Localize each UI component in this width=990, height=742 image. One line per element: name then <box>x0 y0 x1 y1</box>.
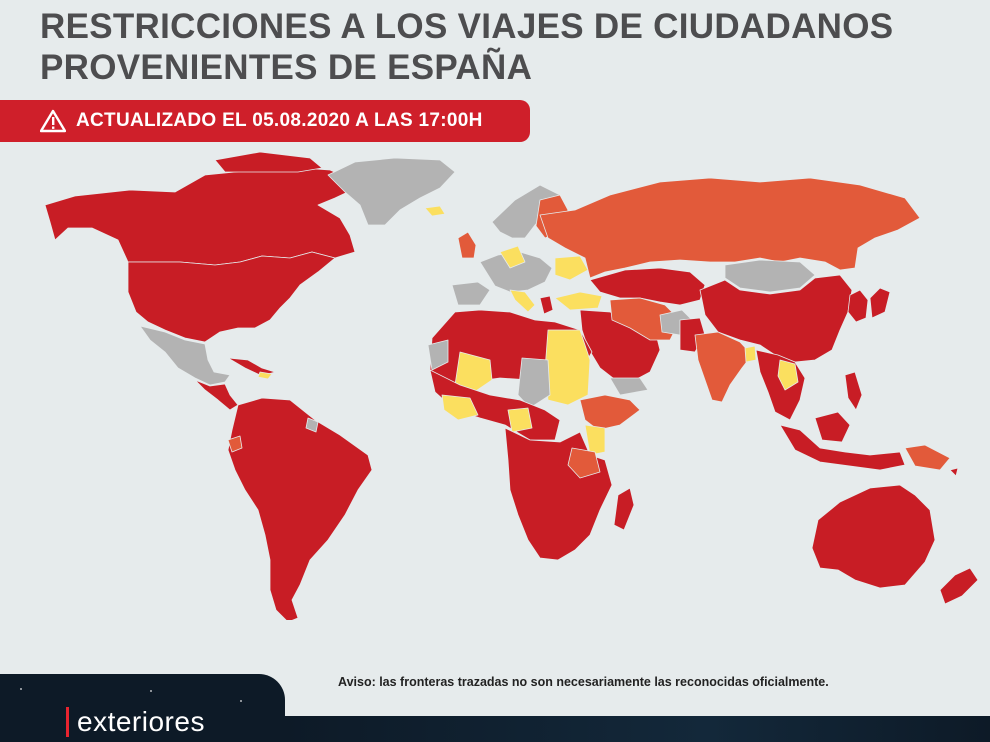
region-png <box>904 444 951 471</box>
region-japan <box>869 287 891 319</box>
region-china <box>699 274 853 363</box>
title-line-2: PROVENIENTES DE ESPAÑA <box>40 48 533 87</box>
region-horn-grey <box>609 377 649 396</box>
update-timestamp: ACTUALIZADO EL 05.08.2020 A LAS 17:00H <box>76 110 483 131</box>
decorative-star <box>20 688 22 690</box>
region-laos-thailand-yellow <box>777 359 799 391</box>
region-indonesia <box>779 424 906 471</box>
region-caribbean-yellow <box>257 371 273 380</box>
logo-text: exteriores <box>77 706 205 737</box>
title-line-1: RESTRICCIONES A LOS VIAJES DE CIUDADANOS <box>40 7 894 46</box>
region-italy-balkans-yellow <box>509 289 536 313</box>
region-australia <box>811 484 936 589</box>
region-south-america <box>227 397 373 620</box>
region-tanzania <box>567 447 601 479</box>
region-korea-japan <box>847 289 869 323</box>
region-mexico <box>139 325 231 386</box>
warning-icon <box>40 109 66 133</box>
page-title: RESTRICCIONES A LOS VIAJES DE CIUDADANOS… <box>40 6 980 88</box>
region-western-sahara <box>427 339 449 371</box>
region-uk-ireland <box>457 231 477 259</box>
region-greenland <box>327 157 456 226</box>
region-bangladesh-yellow <box>744 345 757 363</box>
region-kazakhstan-central-asia <box>589 267 706 306</box>
region-mongolia <box>724 259 816 293</box>
region-sahel-yellow <box>454 351 493 396</box>
region-germany-yellow <box>499 245 526 269</box>
region-central-africa-yellow <box>507 407 533 433</box>
region-russia <box>539 177 921 279</box>
region-eastern-europe-yellow <box>554 255 589 281</box>
region-canada-alaska <box>44 167 356 266</box>
region-central-america <box>194 379 239 411</box>
logo: exteriores <box>66 706 205 738</box>
region-india <box>694 331 753 403</box>
region-guianas <box>305 417 319 433</box>
region-east-africa-yellow <box>584 424 606 456</box>
decorative-star <box>240 700 242 702</box>
region-usa <box>127 251 336 343</box>
update-banner: ACTUALIZADO EL 05.08.2020 A LAS 17:00H <box>0 100 530 142</box>
region-chad-grey <box>517 357 551 409</box>
region-horn-of-africa <box>579 394 641 431</box>
region-philippines <box>844 371 863 411</box>
region-iceland <box>424 205 446 217</box>
region-turkey-yellow <box>554 291 603 311</box>
footer-band <box>0 674 285 742</box>
region-iberia <box>451 281 491 306</box>
region-west-africa-yellow <box>441 394 479 421</box>
border-disclaimer: Aviso: las fronteras trazadas no son nec… <box>338 675 829 689</box>
region-greece <box>539 295 554 315</box>
region-ecuador <box>227 435 243 453</box>
region-borneo <box>814 411 851 443</box>
region-caribbean <box>227 357 276 377</box>
decorative-star <box>150 690 152 692</box>
logo-accent-bar <box>66 707 69 737</box>
footer-band-right <box>285 716 990 742</box>
region-egypt-sudan-yellow <box>544 329 591 406</box>
region-madagascar <box>613 487 635 531</box>
region-new-zealand <box>939 567 979 605</box>
region-arctic-islands <box>214 151 323 173</box>
world-map <box>44 151 979 620</box>
region-pacific-islands <box>949 467 959 477</box>
